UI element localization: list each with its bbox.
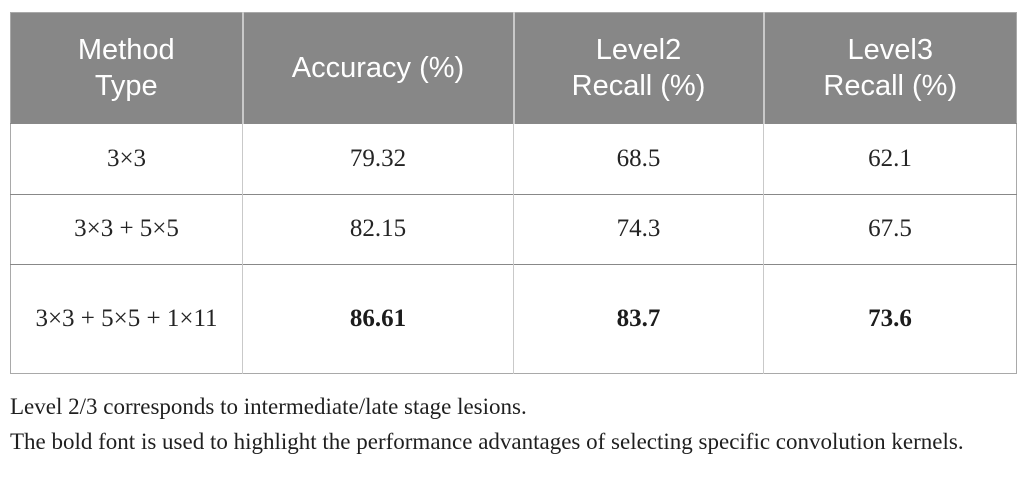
cell-accuracy: 79.32 (242, 123, 514, 195)
cell-level3: 73.6 (763, 264, 1017, 374)
cell-level2: 74.3 (513, 194, 764, 265)
cell-level2: 68.5 (513, 123, 764, 195)
cell-accuracy: 82.15 (242, 194, 514, 265)
table-row: 3×3 + 5×5 + 1×11 86.61 83.7 73.6 (10, 264, 1017, 374)
cell-accuracy: 86.61 (242, 264, 514, 374)
header-level3-recall: Level3 Recall (%) (762, 12, 1017, 124)
cell-level3: 67.5 (763, 194, 1017, 265)
footnote-bold-explanation: The bold font is used to highlight the p… (10, 429, 964, 454)
results-table-body: 3×3 79.32 68.5 62.1 3×3 + 5×5 82.15 74.3 67.5 3×… (10, 123, 1017, 374)
header-level2-recall: Level2 Recall (%) (512, 12, 764, 124)
table-row: 3×3 + 5×5 82.15 74.3 67.5 (10, 194, 1017, 265)
footnote-level-definition: Level 2/3 corresponds to intermediate/la… (10, 394, 527, 419)
cell-level2: 83.7 (513, 264, 764, 374)
cell-level3: 62.1 (763, 123, 1017, 195)
cell-method: 3×3 + 5×5 (10, 194, 243, 265)
results-table: Method Type Accuracy (%) Level2 Recall (… (10, 12, 1017, 374)
cell-method: 3×3 (10, 123, 243, 195)
table-row: 3×3 79.32 68.5 62.1 (10, 123, 1017, 195)
table-header: Method Type Accuracy (%) Level2 Recall (… (10, 12, 1017, 124)
header-accuracy: Accuracy (%) (241, 12, 514, 124)
header-method-type: Method Type (10, 12, 243, 124)
cell-method: 3×3 + 5×5 + 1×11 (10, 264, 243, 374)
header-row: Method Type Accuracy (%) Level2 Recall (… (10, 12, 1017, 124)
table-footnotes: Level 2/3 corresponds to intermediate/la… (10, 389, 1016, 459)
